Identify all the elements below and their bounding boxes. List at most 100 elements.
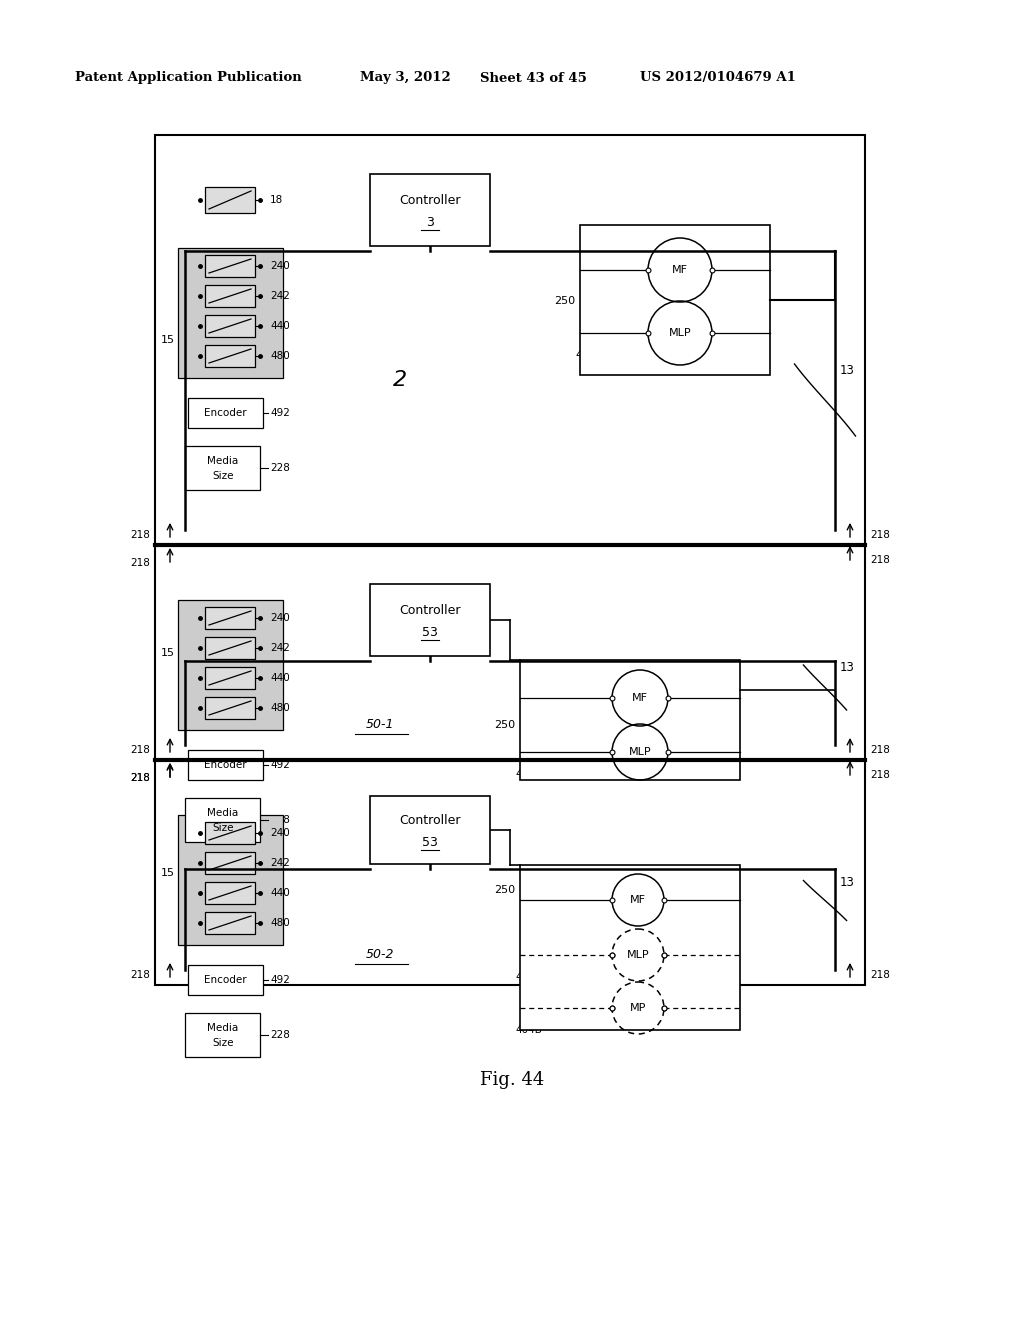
Text: 50-2: 50-2 xyxy=(366,949,394,961)
Bar xyxy=(205,638,255,659)
Bar xyxy=(205,255,255,277)
Text: Encoder: Encoder xyxy=(204,975,247,985)
Bar xyxy=(520,660,740,780)
Bar xyxy=(205,882,255,904)
Text: Sheet 43 of 45: Sheet 43 of 45 xyxy=(480,71,587,84)
Text: 404B: 404B xyxy=(515,1026,542,1035)
Text: Size: Size xyxy=(212,822,233,833)
Text: Media: Media xyxy=(208,1023,239,1034)
Bar xyxy=(205,187,255,213)
Bar xyxy=(185,446,260,490)
Text: 3: 3 xyxy=(426,215,434,228)
Text: 53: 53 xyxy=(422,836,438,849)
Text: Fig. 44: Fig. 44 xyxy=(480,1071,544,1089)
Text: 404: 404 xyxy=(575,350,596,360)
Text: 218: 218 xyxy=(130,970,150,979)
Text: 242: 242 xyxy=(270,858,290,869)
Bar xyxy=(205,315,255,337)
Text: MF: MF xyxy=(630,895,646,906)
Text: 218: 218 xyxy=(870,554,890,565)
Text: 240: 240 xyxy=(270,261,290,271)
Bar xyxy=(205,912,255,935)
Text: 13: 13 xyxy=(840,876,855,888)
Text: 480: 480 xyxy=(270,917,290,928)
Bar xyxy=(177,814,283,945)
Text: 15: 15 xyxy=(161,867,175,878)
Text: 250: 250 xyxy=(494,884,515,895)
Text: May 3, 2012: May 3, 2012 xyxy=(360,71,451,84)
Text: 218: 218 xyxy=(130,744,150,755)
Text: 250: 250 xyxy=(554,297,575,306)
Text: MLP: MLP xyxy=(669,327,691,338)
Text: 18: 18 xyxy=(270,195,284,205)
Text: 492: 492 xyxy=(270,975,290,985)
Text: 228: 228 xyxy=(270,463,290,473)
Text: 440: 440 xyxy=(270,321,290,331)
Text: MLP: MLP xyxy=(627,950,649,960)
Text: Media: Media xyxy=(208,808,239,818)
Bar xyxy=(155,135,865,985)
Text: 218: 218 xyxy=(130,558,150,568)
Bar xyxy=(177,248,283,378)
Text: 404: 404 xyxy=(515,770,537,779)
Text: Size: Size xyxy=(212,471,233,480)
Text: US 2012/0104679 A1: US 2012/0104679 A1 xyxy=(640,71,796,84)
Text: 240: 240 xyxy=(270,828,290,838)
Text: 242: 242 xyxy=(270,643,290,653)
Bar xyxy=(205,667,255,689)
Text: MF: MF xyxy=(672,265,688,275)
Bar xyxy=(205,345,255,367)
Text: 218: 218 xyxy=(130,531,150,540)
Text: 50-1: 50-1 xyxy=(366,718,394,731)
Text: Size: Size xyxy=(212,1038,233,1048)
Text: 218: 218 xyxy=(870,531,890,540)
Text: 492: 492 xyxy=(270,760,290,770)
Text: 218: 218 xyxy=(130,774,150,783)
Bar xyxy=(185,799,260,842)
Bar xyxy=(187,965,262,995)
Text: 480: 480 xyxy=(270,351,290,360)
Text: MP: MP xyxy=(630,1003,646,1012)
Text: 240: 240 xyxy=(270,612,290,623)
Text: Media: Media xyxy=(208,455,239,466)
Text: Controller: Controller xyxy=(399,194,461,206)
Text: 480: 480 xyxy=(270,704,290,713)
Text: 13: 13 xyxy=(840,661,855,675)
Bar xyxy=(205,285,255,308)
Bar xyxy=(187,399,262,428)
Bar xyxy=(205,822,255,843)
Text: 228: 228 xyxy=(270,814,290,825)
Text: 218: 218 xyxy=(870,970,890,979)
Bar xyxy=(205,851,255,874)
Bar xyxy=(177,601,283,730)
Text: 218: 218 xyxy=(870,770,890,780)
Bar xyxy=(205,607,255,630)
Text: MLP: MLP xyxy=(629,747,651,756)
Text: Controller: Controller xyxy=(399,603,461,616)
Text: Patent Application Publication: Patent Application Publication xyxy=(75,71,302,84)
Text: 492: 492 xyxy=(270,408,290,418)
Text: 404A: 404A xyxy=(515,972,542,982)
Text: 2: 2 xyxy=(393,370,408,389)
Text: 13: 13 xyxy=(840,363,855,376)
Text: Encoder: Encoder xyxy=(204,408,247,418)
Bar xyxy=(520,865,740,1030)
Bar xyxy=(205,697,255,719)
Text: 250: 250 xyxy=(494,719,515,730)
Text: Controller: Controller xyxy=(399,813,461,826)
Text: 440: 440 xyxy=(270,888,290,898)
Bar xyxy=(370,174,490,246)
Text: 15: 15 xyxy=(161,648,175,657)
Text: 53: 53 xyxy=(422,626,438,639)
Text: MF: MF xyxy=(632,693,648,704)
Text: 440: 440 xyxy=(270,673,290,682)
Text: 242: 242 xyxy=(270,290,290,301)
Text: 218: 218 xyxy=(870,744,890,755)
Text: Encoder: Encoder xyxy=(204,760,247,770)
Bar xyxy=(580,224,770,375)
Text: 218: 218 xyxy=(130,774,150,783)
Bar xyxy=(187,750,262,780)
Bar xyxy=(370,583,490,656)
Bar xyxy=(370,796,490,865)
Text: 228: 228 xyxy=(270,1030,290,1040)
